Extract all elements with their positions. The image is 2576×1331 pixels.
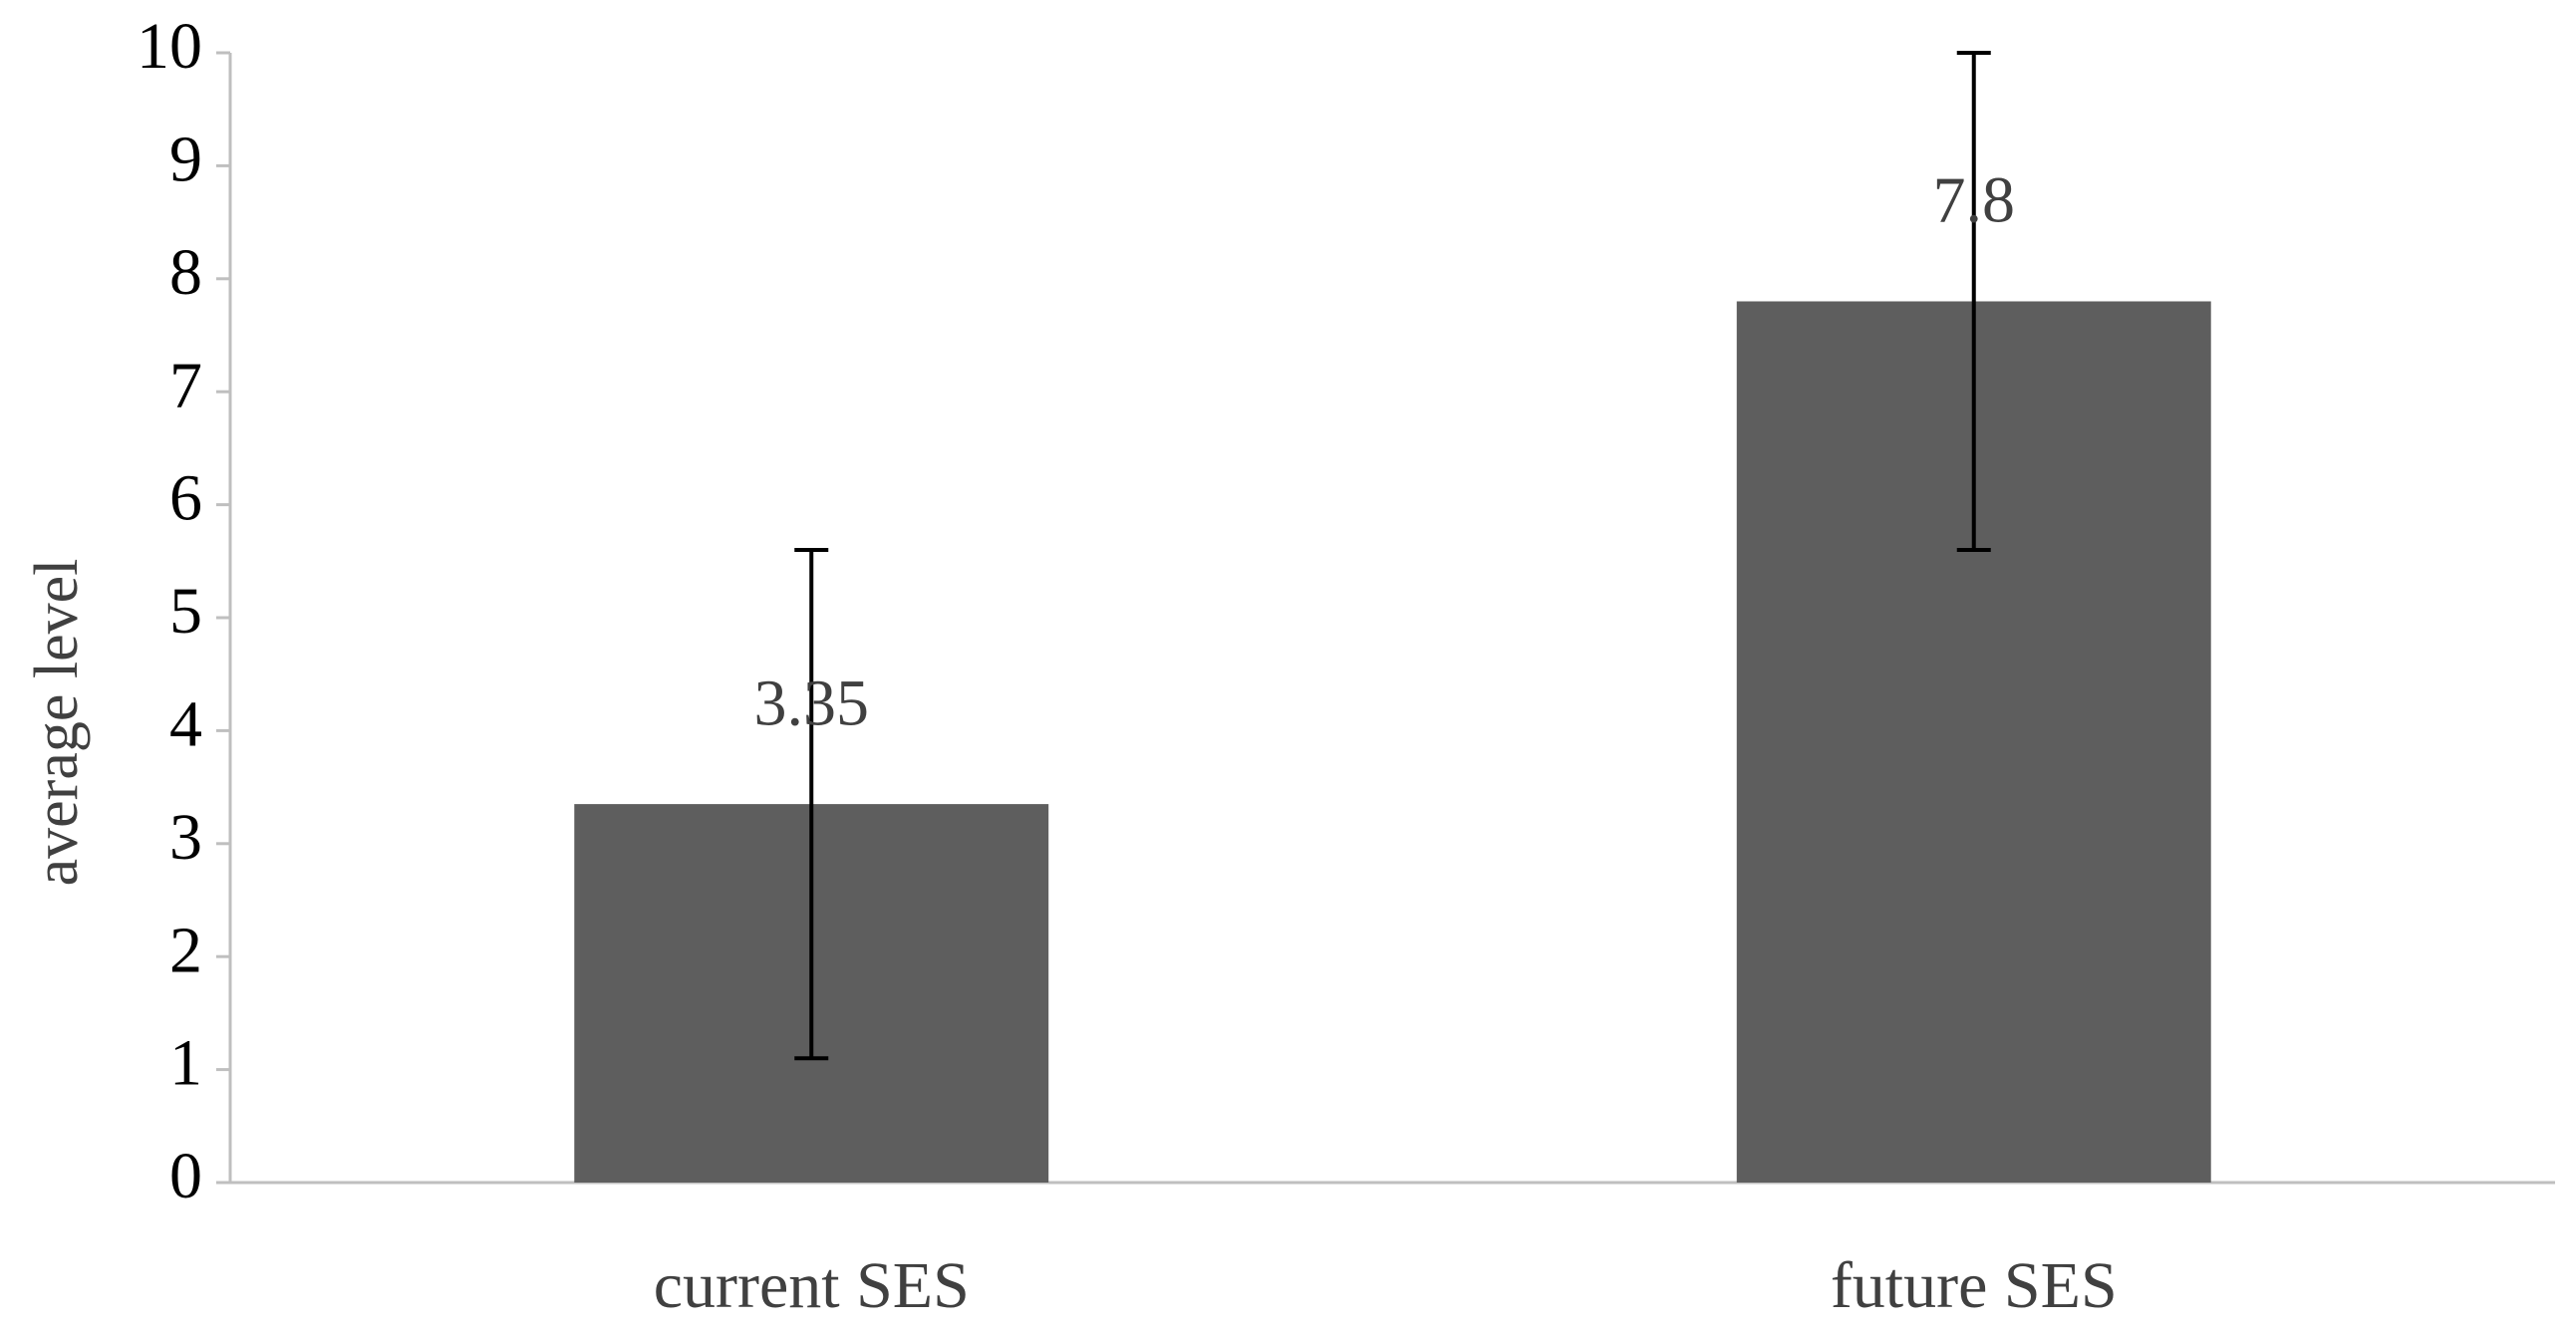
y-tick-label: 8 — [169, 236, 202, 309]
y-tick-label: 7 — [169, 349, 202, 421]
y-tick-label: 3 — [169, 801, 202, 874]
error-bar — [1956, 51, 1991, 552]
y-tick-label: 9 — [169, 124, 202, 196]
y-tick-label: 1 — [169, 1027, 202, 1100]
x-tick-label: future SES — [1831, 1249, 2118, 1322]
y-tick-label: 0 — [169, 1140, 202, 1212]
y-tick-label: 5 — [169, 575, 202, 648]
y-tick-label: 2 — [169, 914, 202, 986]
y-tick-label: 4 — [169, 688, 202, 761]
y-axis-title: average level — [23, 559, 91, 887]
y-tick-label: 6 — [169, 462, 202, 535]
x-tick-label: current SES — [654, 1249, 970, 1322]
data-label: 7.8 — [1933, 164, 2016, 237]
data-label: 3.35 — [754, 666, 870, 739]
error-bar — [794, 547, 829, 1061]
y-tick-label: 10 — [137, 10, 202, 83]
